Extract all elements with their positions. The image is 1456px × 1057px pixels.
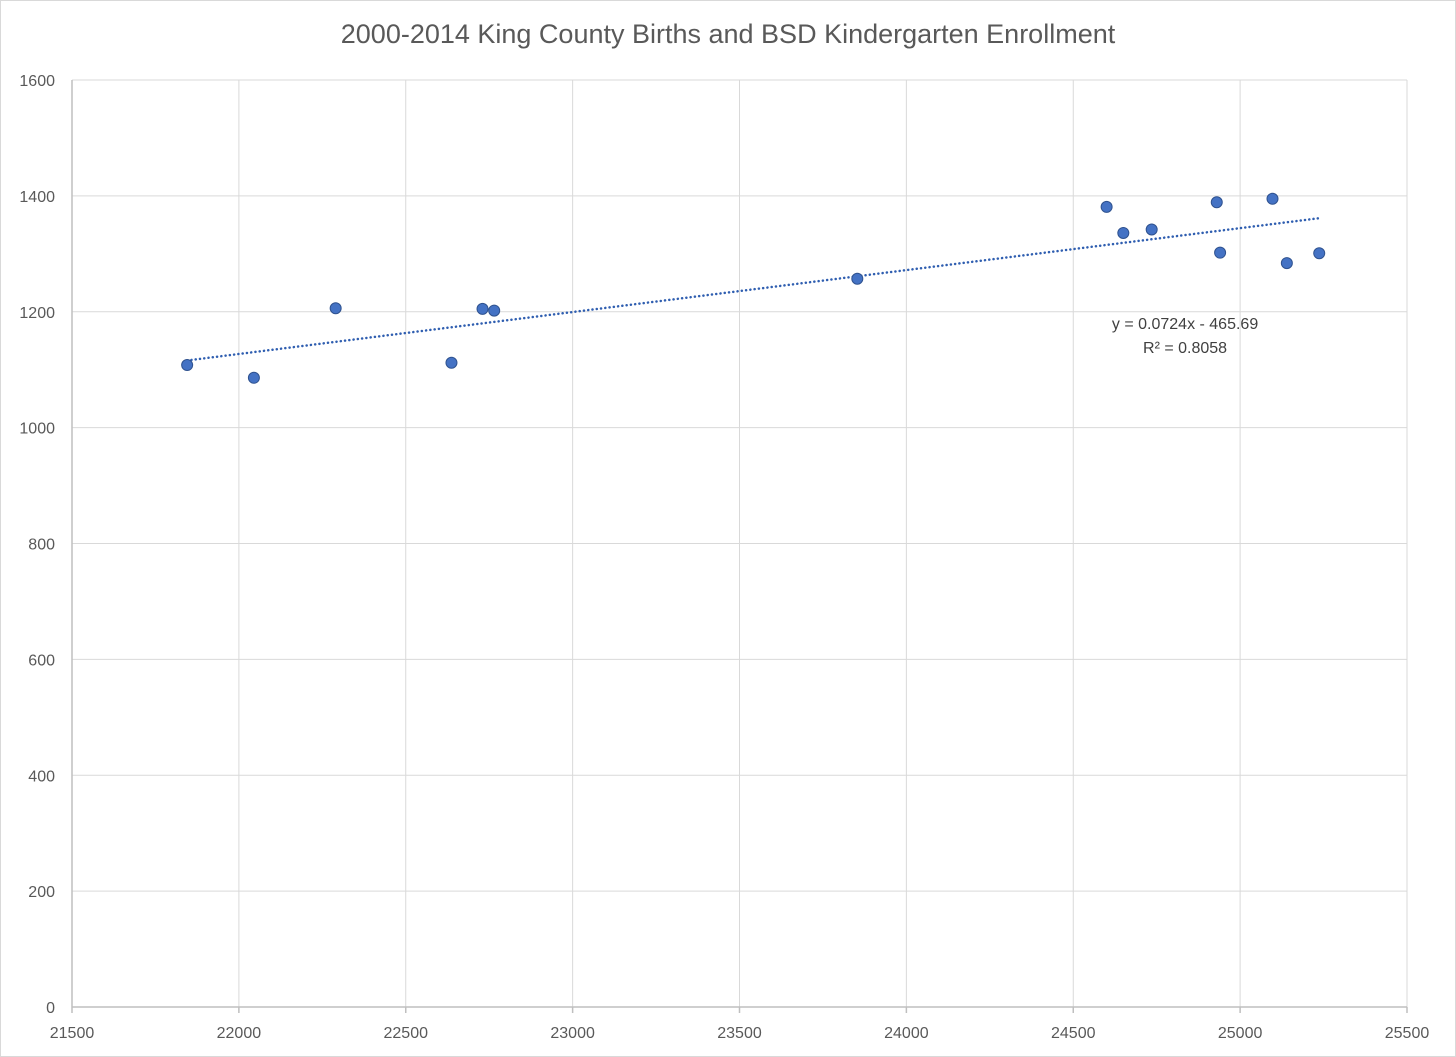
trendline	[185, 216, 1321, 362]
x-tick-label: 25500	[1385, 1025, 1430, 1042]
x-tick-label: 24500	[1051, 1025, 1096, 1042]
data-point	[1210, 196, 1223, 209]
x-tick-label: 24000	[884, 1025, 929, 1042]
y-tick-label: 1000	[19, 421, 55, 438]
data-point	[1280, 257, 1293, 270]
data-point	[851, 272, 864, 285]
x-tick-label: 25000	[1218, 1025, 1263, 1042]
axes	[71, 80, 1408, 1013]
trendline-equation: y = 0.0724x - 465.69 R² = 0.8058	[1112, 316, 1258, 357]
x-tick-label: 23500	[717, 1025, 762, 1042]
y-tick-label: 400	[28, 768, 55, 785]
data-point	[1313, 247, 1326, 260]
y-axis-tick-labels: 0 200 400 600 800 1000 1200 1400 1600	[19, 73, 55, 1017]
x-tick-label: 23000	[550, 1025, 595, 1042]
trendline-group	[185, 216, 1321, 362]
data-point	[1100, 200, 1113, 213]
data-point	[181, 359, 194, 372]
data-point	[445, 356, 458, 369]
data-point	[1266, 192, 1279, 205]
x-tick-label: 22000	[217, 1025, 262, 1042]
data-point	[1117, 226, 1130, 239]
data-point	[488, 304, 501, 317]
y-tick-label: 1200	[19, 305, 55, 322]
data-point	[1145, 223, 1158, 236]
data-point	[247, 371, 260, 384]
y-tick-label: 0	[46, 1000, 55, 1017]
trendline-equation-label: y = 0.0724x - 465.69	[1112, 316, 1258, 333]
trendline-r2-label: R² = 0.8058	[1143, 340, 1227, 357]
data-points	[181, 192, 1326, 384]
data-point	[329, 302, 342, 315]
chart-title: 2000-2014 King County Births and BSD Kin…	[340, 19, 1116, 49]
y-tick-label: 1600	[19, 73, 55, 90]
data-point	[1214, 246, 1227, 259]
x-tick-label: 21500	[50, 1025, 95, 1042]
data-point	[476, 302, 489, 315]
y-tick-label: 600	[28, 652, 55, 669]
x-axis-tick-labels: 21500 22000 22500 23000 23500 24000 24500 25000…	[50, 1025, 1430, 1042]
y-tick-label: 1400	[19, 189, 55, 206]
x-tick-label: 22500	[384, 1025, 429, 1042]
y-tick-label: 200	[28, 884, 55, 901]
y-tick-label: 800	[28, 537, 55, 554]
